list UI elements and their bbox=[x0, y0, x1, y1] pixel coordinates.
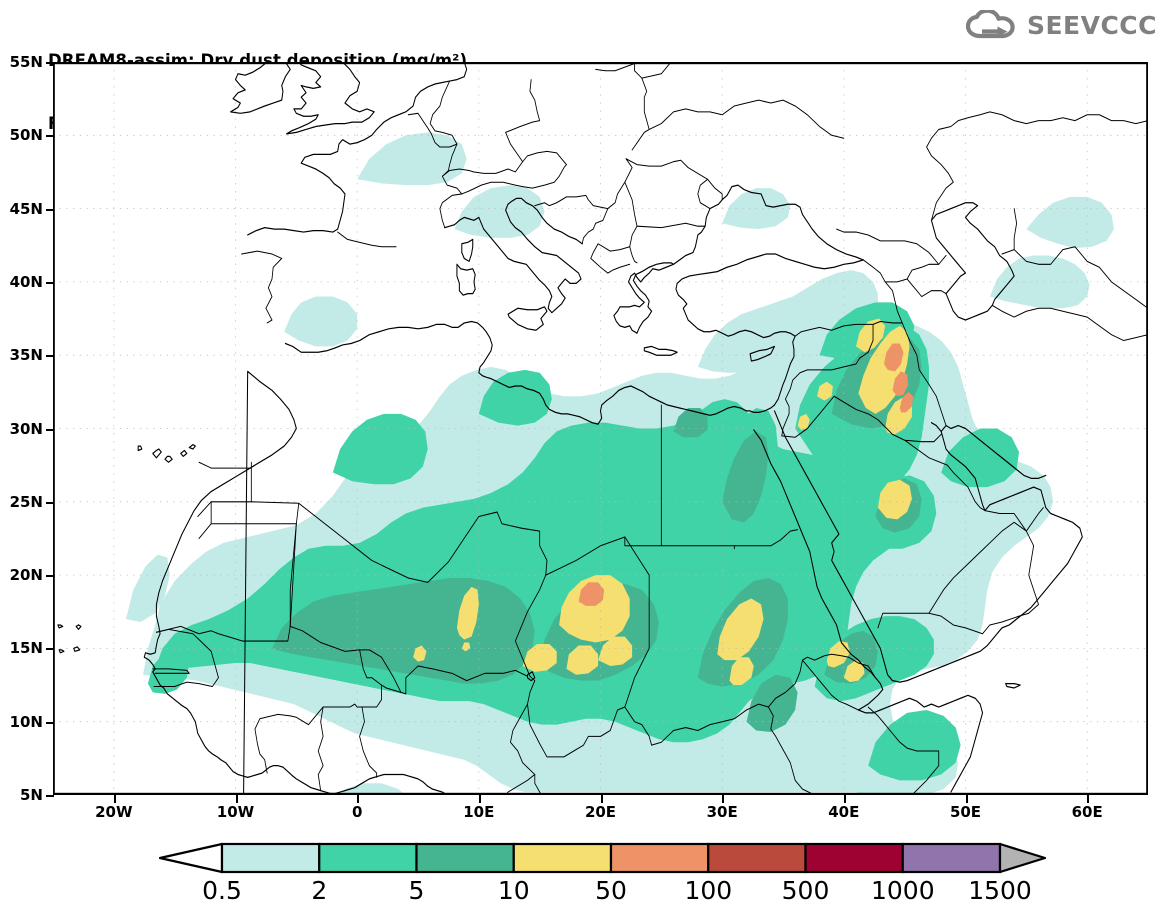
tick-lat bbox=[46, 501, 54, 504]
colorbar: 0.5 2 5 10 50 100 500 1000 1500 bbox=[0, 836, 1165, 906]
axis-label-lon: 10E bbox=[463, 803, 495, 821]
colorbar-swatch bbox=[220, 842, 321, 874]
axis-label-lat: 25N bbox=[9, 492, 43, 511]
colorbar-swatch bbox=[707, 842, 807, 874]
axis-label-lon: 40E bbox=[828, 803, 860, 821]
seevccc-logo: SEEVCCC bbox=[965, 10, 1157, 40]
colorbar-swatch bbox=[901, 842, 1002, 874]
cloud-arrow-icon bbox=[965, 10, 1015, 39]
tick-lat bbox=[46, 575, 54, 578]
colorbar-over-arrow bbox=[998, 842, 1047, 874]
tick-lat bbox=[46, 208, 54, 211]
colorbar-tick-label: 100 bbox=[684, 876, 733, 905]
axis-label-lat: 55N bbox=[9, 53, 43, 71]
tick-lat bbox=[46, 428, 54, 431]
tick-lat bbox=[46, 62, 54, 64]
axis-label-lon: 30E bbox=[706, 803, 738, 821]
tick-lat bbox=[46, 281, 54, 284]
tick-lon bbox=[113, 795, 116, 803]
axis-label-lon: 50E bbox=[949, 803, 982, 821]
tick-lat bbox=[46, 795, 54, 797]
map-coastlines-borders bbox=[57, 62, 1148, 795]
colorbar-tick-label: 2 bbox=[311, 876, 328, 905]
tick-lon bbox=[843, 795, 846, 803]
axis-label-lat: 35N bbox=[9, 346, 43, 365]
axis-label-lon: 0 bbox=[351, 803, 363, 821]
colorbar-tick-label: 10 bbox=[497, 876, 530, 905]
colorbar-swatches bbox=[158, 842, 1047, 874]
axis-label-lon: 20W bbox=[95, 803, 133, 821]
axis-label-lon: 10W bbox=[216, 803, 255, 821]
tick-lon bbox=[357, 795, 360, 803]
tick-lon bbox=[1087, 795, 1090, 803]
tick-lat bbox=[46, 135, 54, 138]
tick-lat bbox=[46, 355, 54, 358]
tick-lon bbox=[722, 795, 725, 803]
axis-label-lat: 15N bbox=[9, 639, 43, 658]
dust-deposition-map bbox=[51, 59, 1150, 798]
axis-label-lat: 40N bbox=[9, 272, 43, 291]
colorbar-tick-label: 1000 bbox=[870, 876, 935, 905]
axis-label-lon: 20E bbox=[584, 803, 617, 821]
colorbar-swatch bbox=[512, 842, 613, 874]
colorbar-tick-label: 500 bbox=[781, 876, 830, 905]
colorbar-tick-label: 5 bbox=[408, 876, 425, 905]
colorbar-under-arrow bbox=[158, 842, 224, 874]
map-plot-area bbox=[46, 59, 1150, 803]
dust-contour-band-3 bbox=[413, 318, 912, 686]
colorbar-swatch bbox=[415, 842, 515, 874]
axis-label-lat: 5N bbox=[20, 786, 43, 804]
colorbar-swatch bbox=[318, 842, 418, 874]
colorbar-swatch bbox=[804, 842, 904, 874]
tick-lon bbox=[235, 795, 238, 803]
axis-label-lat: 20N bbox=[9, 566, 43, 585]
axis-label-lat: 45N bbox=[9, 199, 43, 218]
colorbar-swatch bbox=[609, 842, 710, 874]
map-gridlines bbox=[53, 62, 1148, 795]
tick-lon bbox=[478, 795, 481, 803]
axis-label-lon: 60E bbox=[1071, 803, 1103, 821]
colorbar-tick-label: 1500 bbox=[968, 876, 1032, 905]
axis-label-lat: 30N bbox=[9, 419, 43, 438]
tick-lon bbox=[600, 795, 603, 803]
dust-contour-layer bbox=[125, 132, 1114, 795]
axis-label-lat: 10N bbox=[9, 712, 43, 731]
logo-text: SEEVCCC bbox=[1026, 10, 1157, 40]
colorbar-tick-label: 0.5 bbox=[202, 876, 242, 905]
tick-lon bbox=[965, 795, 968, 803]
tick-lat bbox=[46, 721, 54, 724]
axis-label-lat: 50N bbox=[9, 126, 43, 145]
tick-lat bbox=[46, 648, 54, 651]
colorbar-tick-label: 50 bbox=[595, 876, 627, 905]
